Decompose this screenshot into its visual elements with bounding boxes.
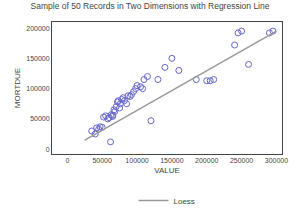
svg-text:Sample of 50 Records in Two Di: Sample of 50 Records in Two Dimensions w…	[31, 1, 270, 11]
svg-text:100000: 100000	[125, 157, 148, 164]
svg-text:0: 0	[65, 157, 69, 164]
svg-text:200000: 200000	[26, 25, 49, 32]
svg-text:VALUE: VALUE	[154, 166, 180, 175]
svg-text:300000: 300000	[265, 157, 288, 164]
svg-text:50000: 50000	[30, 115, 50, 122]
svg-text:200000: 200000	[195, 157, 218, 164]
svg-text:MORTDUE: MORTDUE	[13, 68, 22, 108]
svg-text:0: 0	[46, 146, 50, 153]
svg-text:150000: 150000	[26, 55, 49, 62]
svg-text:Loess: Loess	[174, 197, 195, 206]
svg-text:250000: 250000	[230, 157, 253, 164]
svg-text:100000: 100000	[26, 85, 49, 92]
svg-text:50000: 50000	[92, 157, 112, 164]
svg-text:150000: 150000	[160, 157, 183, 164]
